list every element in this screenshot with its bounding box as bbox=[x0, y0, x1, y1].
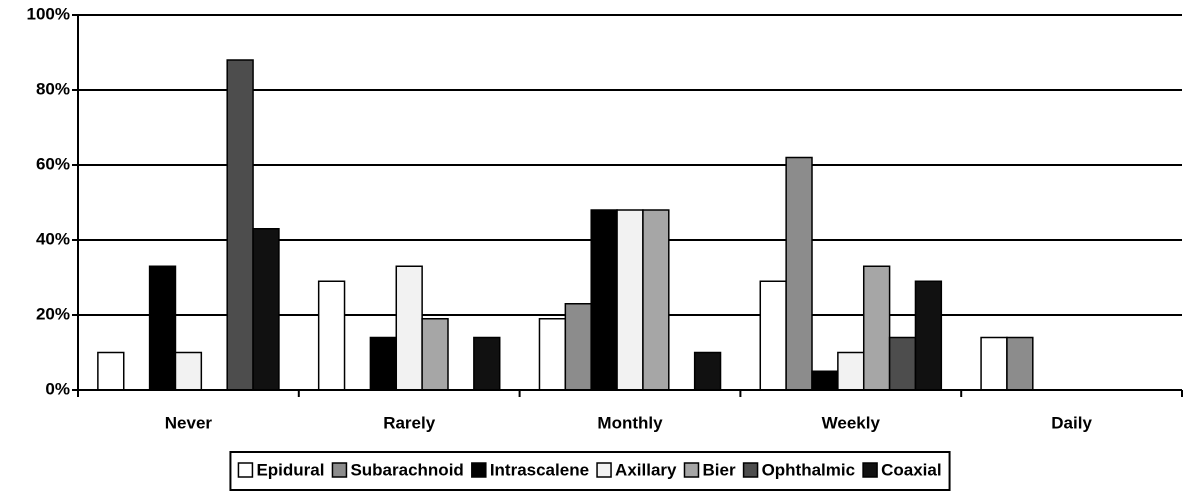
bar bbox=[473, 336, 501, 391]
bar bbox=[785, 156, 813, 391]
bar bbox=[317, 280, 346, 391]
bar bbox=[837, 351, 865, 391]
x-tick-label: Weekly bbox=[822, 413, 881, 432]
legend-box bbox=[229, 451, 951, 491]
y-tick-label: 0% bbox=[45, 379, 70, 398]
bar bbox=[421, 318, 449, 391]
y-tick-label: 100% bbox=[27, 4, 70, 23]
bar bbox=[693, 351, 722, 391]
bar bbox=[564, 303, 592, 391]
bar bbox=[97, 351, 125, 391]
legend-swatch bbox=[471, 462, 487, 478]
bar bbox=[369, 336, 398, 391]
x-tick-label: Monthly bbox=[597, 413, 663, 432]
y-tick-label: 40% bbox=[36, 229, 70, 248]
bar bbox=[759, 280, 787, 391]
legend-label: Subarachnoid bbox=[350, 460, 463, 479]
bar bbox=[590, 209, 618, 391]
legend-swatch bbox=[862, 462, 878, 478]
x-tick-label: Daily bbox=[1051, 413, 1092, 432]
bar bbox=[395, 265, 423, 391]
bar bbox=[616, 209, 644, 391]
bar bbox=[1006, 336, 1034, 391]
bar bbox=[811, 370, 839, 391]
x-tick-label: Never bbox=[165, 413, 213, 432]
legend-label: Coaxial bbox=[881, 460, 941, 479]
x-tick-label: Rarely bbox=[383, 413, 436, 432]
bar bbox=[538, 318, 567, 391]
legend-swatch bbox=[596, 462, 612, 478]
y-tick-label: 80% bbox=[36, 79, 70, 98]
legend-swatch bbox=[331, 462, 348, 478]
legend-label: Bier bbox=[702, 460, 735, 479]
legend-label: Axillary bbox=[615, 460, 677, 479]
bar bbox=[980, 336, 1008, 391]
bar bbox=[148, 265, 177, 391]
y-tick-label: 60% bbox=[36, 154, 70, 173]
bar bbox=[888, 336, 917, 391]
bar bbox=[226, 59, 254, 391]
legend-label: Intrascalene bbox=[490, 460, 589, 479]
bar bbox=[174, 351, 203, 391]
y-tick-label: 20% bbox=[36, 304, 70, 323]
bar bbox=[914, 280, 943, 391]
bar bbox=[252, 228, 280, 391]
legend-swatch bbox=[683, 462, 700, 478]
bar bbox=[862, 265, 891, 391]
legend-swatch bbox=[237, 462, 254, 478]
legend-swatch bbox=[742, 462, 759, 478]
bar bbox=[642, 209, 670, 391]
legend-label: Ophthalmic bbox=[762, 460, 856, 479]
legend-label: Epidural bbox=[256, 460, 324, 479]
